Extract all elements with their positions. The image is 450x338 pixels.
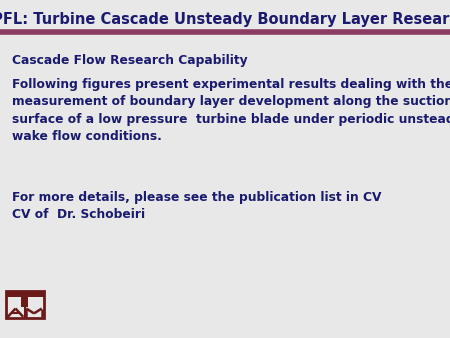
Text: Cascade Flow Research Capability: Cascade Flow Research Capability (12, 54, 248, 67)
Text: Following figures present experimental results dealing with the
measurement of b: Following figures present experimental r… (12, 78, 450, 143)
Text: TPFL: Turbine Cascade Unsteady Boundary Layer Research: TPFL: Turbine Cascade Unsteady Boundary … (0, 12, 450, 27)
Bar (6, 291, 44, 318)
Text: For more details, please see the publication list in CV
CV of  Dr. Schobeiri: For more details, please see the publica… (12, 191, 382, 221)
Bar (6, 291, 44, 297)
Bar (21, 297, 28, 308)
